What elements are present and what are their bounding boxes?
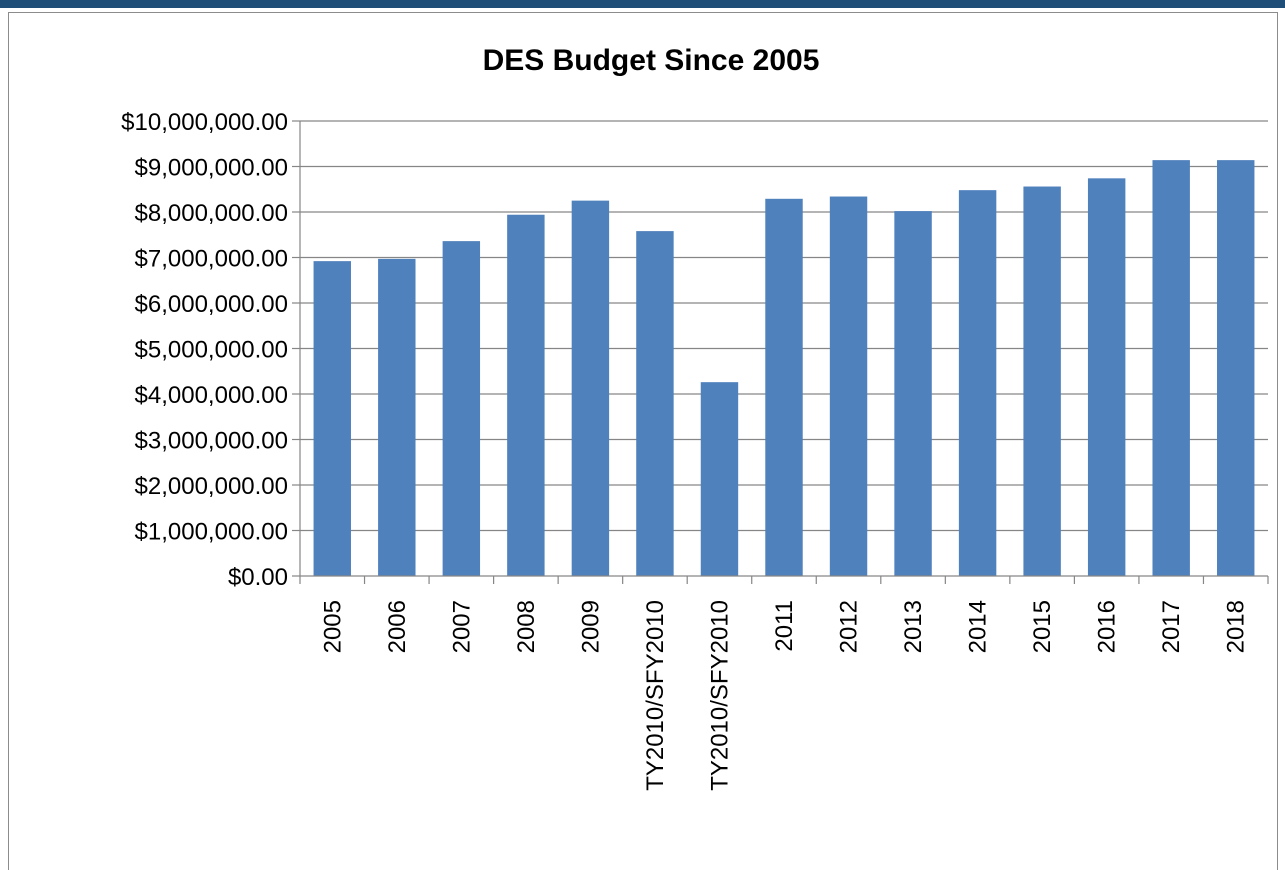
y-tick-label: $2,000,000.00 bbox=[135, 473, 288, 500]
x-tick-label: 2011 bbox=[771, 600, 798, 652]
bar bbox=[313, 261, 351, 576]
x-tick-label: TY2010/SFY2010 bbox=[706, 600, 733, 791]
x-tick-label: 2008 bbox=[513, 600, 540, 653]
x-tick-label: 2017 bbox=[1158, 600, 1185, 653]
y-tick-label: $5,000,000.00 bbox=[135, 337, 288, 364]
y-tick-label: $6,000,000.00 bbox=[135, 291, 288, 318]
y-tick-label: $9,000,000.00 bbox=[135, 155, 288, 182]
x-tick-label: TY2010/SFY2010 bbox=[642, 600, 669, 791]
y-tick-label: $1,000,000.00 bbox=[135, 519, 288, 546]
axes bbox=[292, 120, 1269, 584]
bar bbox=[894, 211, 932, 576]
x-tick-label: 2013 bbox=[900, 600, 927, 653]
x-tick-label: 2014 bbox=[965, 600, 992, 653]
bar bbox=[1217, 160, 1255, 576]
x-tick-label: 2016 bbox=[1094, 600, 1121, 653]
x-tick-label: 2009 bbox=[577, 600, 604, 653]
y-tick-label: $4,000,000.00 bbox=[135, 382, 288, 409]
bar bbox=[571, 200, 610, 576]
x-tick-label: 2012 bbox=[836, 600, 863, 653]
y-tick-label: $10,000,000.00 bbox=[121, 109, 288, 136]
bar bbox=[442, 241, 481, 576]
x-tick-label: 2006 bbox=[384, 600, 411, 653]
y-tick-label: $3,000,000.00 bbox=[135, 428, 288, 455]
bar bbox=[765, 198, 803, 576]
x-tick-label: 2015 bbox=[1029, 600, 1056, 653]
bar bbox=[1087, 178, 1126, 576]
bar bbox=[507, 214, 545, 577]
y-tick-label: $8,000,000.00 bbox=[135, 200, 288, 227]
bar bbox=[636, 231, 674, 577]
bar bbox=[1152, 160, 1190, 576]
y-tick-labels: $0.00 $1,000,000.00 $2,000,000.00 $3,000,00… bbox=[121, 109, 288, 591]
x-tick-label: 2018 bbox=[1223, 600, 1250, 653]
x-tick-label: 2007 bbox=[448, 600, 475, 653]
bar bbox=[378, 258, 416, 576]
bar bbox=[958, 190, 997, 576]
bar bbox=[1023, 186, 1061, 576]
bar bbox=[829, 196, 868, 576]
x-tick-label: 2005 bbox=[319, 600, 346, 653]
y-tick-label: $7,000,000.00 bbox=[135, 246, 288, 273]
top-border-band bbox=[0, 0, 1285, 8]
bar bbox=[700, 382, 739, 576]
y-tick-label: $0.00 bbox=[228, 564, 288, 591]
chart-title: DES Budget Since 2005 bbox=[483, 44, 820, 77]
bars bbox=[313, 160, 1255, 577]
x-tick-labels: 2005 2006 2007 2008 2009 TY2010/SFY2010 TY2010… bbox=[319, 600, 1249, 791]
